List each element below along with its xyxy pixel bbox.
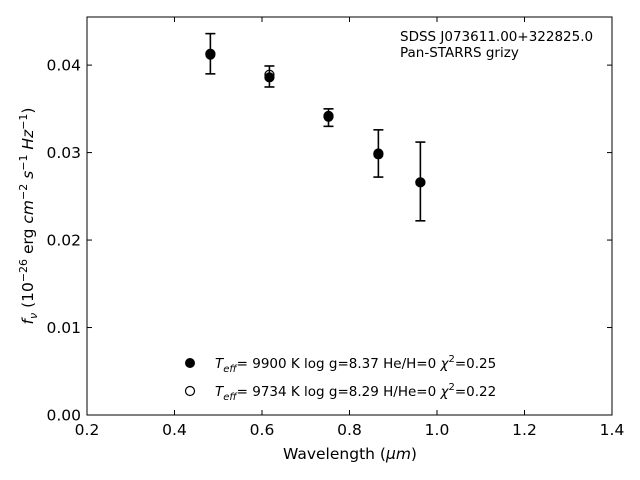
y-tick-label: 0.02: [46, 232, 81, 250]
model-point-open: [415, 177, 426, 188]
x-tick-label: 0.6: [250, 421, 275, 439]
x-tick-label: 1.0: [425, 421, 450, 439]
model-point-open: [373, 149, 384, 160]
x-tick-label: 1.4: [600, 421, 625, 439]
legend-entry-1: Teff= 9900 K log g=8.37 He/H=0 χ2=0.25: [215, 354, 496, 375]
data-marks: [205, 32, 426, 222]
x-tick-label: 0.8: [337, 421, 362, 439]
y-tick-label: 0.03: [46, 144, 81, 162]
x-axis-label: Wavelength (μm): [283, 445, 417, 463]
survey-name: Pan-STARRS grizy: [400, 45, 519, 61]
legend: Teff= 9900 K log g=8.37 He/H=0 χ2=0.25 T…: [184, 354, 496, 403]
object-name: SDSS J073611.00+322825.0: [400, 29, 593, 45]
model-point-filled: [264, 72, 275, 83]
axis-ticks: 0.2 0.4 0.6 0.8 1.0 1.2 1.4 0.00 0.01 0.02 0.03 0.0…: [46, 17, 624, 439]
x-tick-label: 0.2: [75, 421, 100, 439]
model-point-open: [205, 49, 216, 60]
y-tick-label: 0.00: [46, 407, 81, 425]
y-tick-label: 0.04: [46, 57, 81, 75]
legend-entry-2: Teff= 9734 K log g=8.29 H/He=0 χ2=0.22: [215, 382, 496, 403]
y-tick-label: 0.01: [46, 319, 81, 337]
model-point-open: [264, 69, 275, 80]
legend-marker-filled: [185, 358, 195, 368]
legend-marker-open: [184, 385, 196, 397]
x-tick-label: 0.4: [162, 421, 187, 439]
model-point-open: [323, 110, 334, 121]
y-axis-label: fν (10−26 erg cm−2 s−1 Hz−1): [17, 108, 40, 325]
x-tick-label: 1.2: [512, 421, 537, 439]
